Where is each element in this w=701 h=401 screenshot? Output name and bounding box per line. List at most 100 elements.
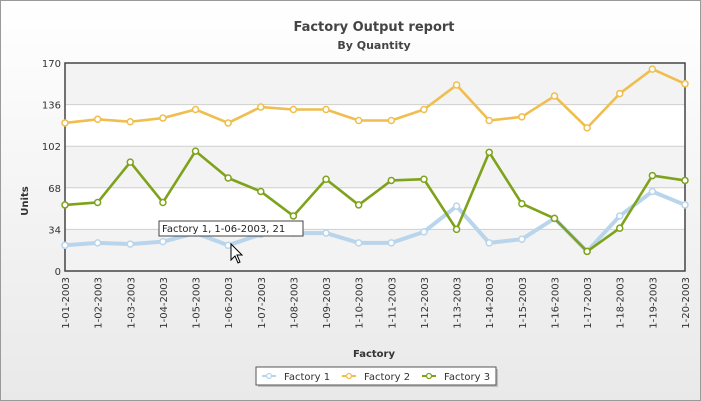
data-point — [354, 239, 363, 247]
data-point — [615, 212, 624, 220]
data-point — [126, 117, 135, 126]
mouse-cursor-icon — [230, 242, 244, 264]
data-point — [485, 239, 493, 247]
legend-item: Factory 1 — [262, 372, 330, 383]
tooltip-text: Factory 1, 1-06-2003, 21 — [162, 224, 285, 235]
data-point — [354, 201, 363, 209]
y-tick-label: 102 — [42, 142, 61, 153]
plot-band — [65, 229, 685, 271]
series-lines — [61, 65, 689, 256]
data-point — [420, 105, 428, 114]
data-point — [681, 80, 689, 88]
data-point — [354, 116, 363, 125]
data-point — [191, 105, 200, 114]
legend-box — [255, 366, 497, 386]
y-tick-label: 68 — [48, 184, 61, 195]
data-point — [61, 201, 69, 209]
data-point — [322, 105, 330, 114]
data-point — [289, 212, 298, 220]
data-point — [224, 241, 232, 250]
data-point — [583, 124, 591, 132]
y-tick-label: 0 — [55, 267, 61, 278]
tooltip-box — [158, 220, 304, 237]
tooltip: Factory 1, 1-06-2003, 21 — [158, 220, 304, 237]
data-point — [93, 115, 102, 124]
x-tick-label: 1-16-2003 — [550, 277, 561, 329]
x-tick-label: 1-13-2003 — [453, 277, 464, 329]
x-tick-label: 1-10-2003 — [355, 277, 366, 329]
data-point — [615, 224, 624, 232]
legend-marker — [425, 372, 433, 380]
y-tick-label: 170 — [42, 59, 61, 70]
data-point — [159, 114, 167, 122]
data-point — [648, 171, 657, 180]
data-point — [126, 240, 135, 248]
data-point — [452, 81, 461, 89]
series-line — [64, 149, 686, 253]
legend-label: Factory 3 — [444, 372, 490, 383]
data-point — [322, 229, 330, 237]
series-line — [64, 67, 686, 130]
data-point — [518, 235, 526, 243]
plot-band — [65, 146, 685, 188]
x-tick-label: 1-02-2003 — [94, 277, 105, 329]
data-point — [485, 116, 493, 125]
data-point — [126, 158, 135, 166]
data-point — [224, 174, 232, 182]
cursor-arrow — [230, 242, 244, 264]
data-point — [93, 198, 102, 207]
data-point — [257, 103, 265, 111]
data-point — [615, 89, 624, 98]
x-tick-label: 1-06-2003 — [224, 277, 235, 329]
x-tick-label: 1-17-2003 — [583, 277, 594, 329]
data-point — [387, 176, 396, 185]
data-point — [550, 214, 559, 223]
x-tick-label: 1-19-2003 — [648, 277, 659, 329]
plot-band — [65, 63, 685, 105]
legend-marker — [345, 372, 353, 380]
data-point — [191, 147, 200, 155]
y-axis-ticks: 0 34 68 102 136 170 — [42, 59, 61, 278]
series-3 — [61, 147, 689, 256]
data-point — [387, 116, 396, 125]
data-point — [485, 148, 493, 157]
x-tick-label: 1-15-2003 — [518, 277, 529, 329]
data-point — [224, 119, 232, 127]
data-point — [387, 239, 396, 247]
chart-subtitle: By Quantity — [337, 39, 410, 52]
plot-area — [65, 63, 685, 271]
chart-title: Factory Output report — [293, 20, 454, 35]
data-point — [518, 113, 526, 121]
data-point — [550, 92, 559, 100]
legend-label: Factory 1 — [284, 372, 330, 383]
x-axis-ticks: 1-01-2003 1-02-2003 1-03-2003 1-04-2003 1-05… — [61, 277, 692, 329]
y-tick-label: 136 — [42, 101, 61, 112]
x-tick-label: 1-03-2003 — [126, 277, 137, 329]
x-axis-label: Factory — [353, 349, 396, 360]
x-tick-label: 1-07-2003 — [257, 277, 268, 329]
plot-border — [64, 62, 686, 272]
x-tick-label: 1-05-2003 — [192, 277, 203, 329]
data-point — [61, 119, 69, 127]
data-point — [420, 175, 428, 183]
y-tick-label: 34 — [48, 225, 61, 236]
x-tick-label: 1-08-2003 — [289, 277, 300, 329]
x-tick-label: 1-04-2003 — [159, 277, 170, 329]
y-axis-label: Units — [20, 186, 31, 215]
data-point — [322, 175, 330, 183]
x-tick-label: 1-11-2003 — [387, 277, 398, 329]
data-point — [257, 187, 265, 196]
x-tick-label: 1-01-2003 — [61, 277, 72, 329]
data-point — [93, 239, 102, 247]
data-point — [420, 228, 428, 236]
legend-label: Factory 2 — [364, 372, 410, 383]
data-point — [452, 225, 461, 234]
x-tick-label: 1-18-2003 — [616, 277, 627, 329]
legend-marker — [265, 372, 273, 380]
x-tick-label: 1-12-2003 — [420, 277, 431, 329]
legend: Factory 1 Factory 2 Factory 3 — [255, 366, 498, 387]
x-tick-label: 1-09-2003 — [322, 277, 333, 329]
data-point — [583, 247, 591, 256]
data-point — [518, 199, 526, 208]
